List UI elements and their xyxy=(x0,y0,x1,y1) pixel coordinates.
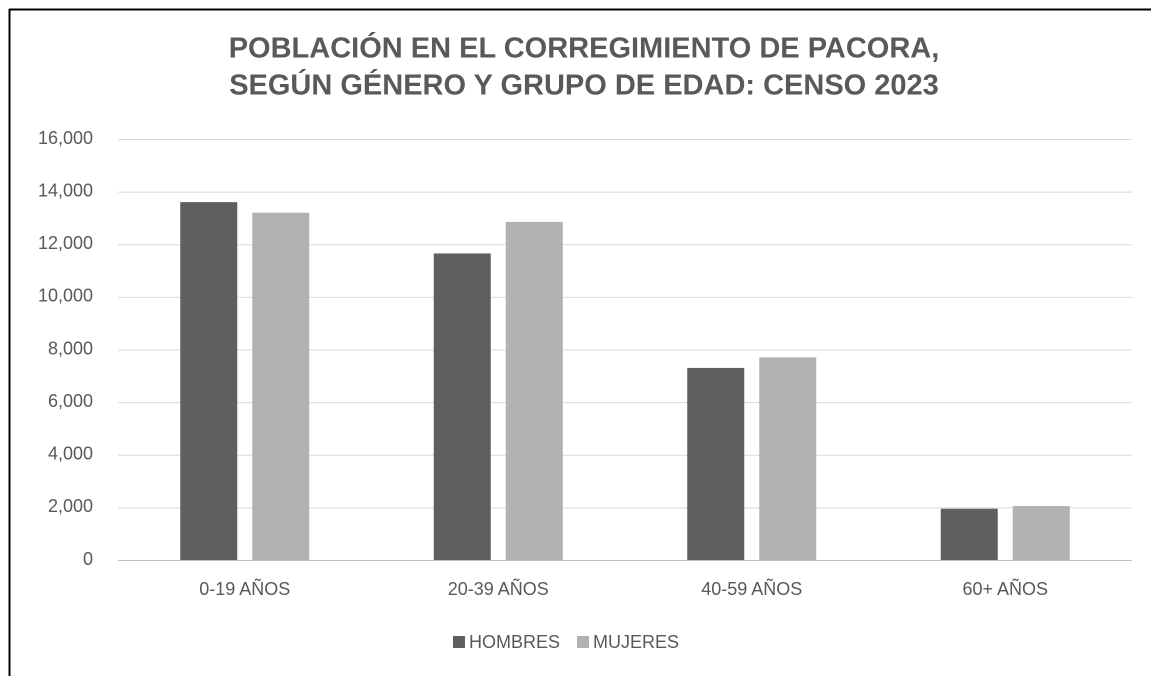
x-tick-label: 60+ AÑOS xyxy=(962,578,1048,599)
chart-title: POBLACIÓN EN EL CORREGIMIENTO DE PACORA, xyxy=(229,31,940,65)
y-tick-label: 14,000 xyxy=(38,180,93,200)
bar xyxy=(687,367,745,560)
y-tick-label: 4,000 xyxy=(48,444,93,464)
y-tick-label: 10,000 xyxy=(38,286,93,306)
chart-title: SEGÚN GÉNERO Y GRUPO DE EDAD: CENSO 2023 xyxy=(229,68,939,102)
y-tick-label: 16,000 xyxy=(38,128,93,148)
y-tick-label: 0 xyxy=(83,549,93,569)
legend-label: MUJERES xyxy=(593,632,679,652)
y-tick-label: 8,000 xyxy=(48,338,93,358)
x-tick-label: 20-39 AÑOS xyxy=(448,578,549,599)
bar xyxy=(1012,506,1070,560)
legend-label: HOMBRES xyxy=(469,632,560,652)
bar xyxy=(180,202,238,560)
legend-swatch xyxy=(577,636,590,648)
x-tick-label: 0-19 AÑOS xyxy=(199,578,290,599)
bar xyxy=(252,212,310,561)
bar xyxy=(940,508,998,560)
bar xyxy=(433,253,491,560)
x-tick-label: 40-59 AÑOS xyxy=(701,578,802,599)
y-tick-label: 12,000 xyxy=(38,233,93,253)
bar xyxy=(505,221,563,560)
y-tick-label: 6,000 xyxy=(48,391,93,411)
bar xyxy=(759,357,817,560)
legend-swatch xyxy=(453,636,465,648)
y-tick-label: 2,000 xyxy=(48,496,93,516)
